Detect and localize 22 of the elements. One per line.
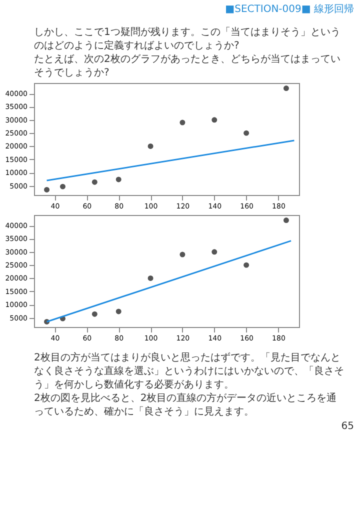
text: 2枚目の方が当てはまりが良いと思ったはずです。「見た目でなんとなく良さそうな直線を選ぶ」というわけにはいかないので、「良さそう」を何かしら数値化する必要があります。 <box>34 352 344 390</box>
point <box>244 262 250 268</box>
point <box>148 144 154 149</box>
point <box>212 249 218 255</box>
text: 65 <box>341 421 354 432</box>
point <box>283 218 289 224</box>
point <box>60 184 66 190</box>
point <box>116 308 122 314</box>
point <box>44 186 50 192</box>
point <box>148 276 154 281</box>
point <box>180 120 186 126</box>
point <box>92 311 98 317</box>
point <box>180 252 186 258</box>
text: しかし、ここで1つ疑問が残ります。この「当てはまりそう」というのはどのように定義すればよいのでしょうか? <box>34 26 340 52</box>
point <box>92 179 98 185</box>
point <box>244 130 250 136</box>
text: 2枚の図を見比べると、2枚目の直線の方がデータの近いところを通っているため、確かに「良さそう」に見えます。 <box>34 392 337 418</box>
point <box>116 176 122 182</box>
text: ■SECTION-009■ 線形回帰 <box>225 3 354 15</box>
text: たとえば、次の2枚のグラフがあったとき、どちらが当てはまっていそうでしょうか? <box>34 52 340 78</box>
point <box>283 86 289 92</box>
point <box>212 117 218 123</box>
